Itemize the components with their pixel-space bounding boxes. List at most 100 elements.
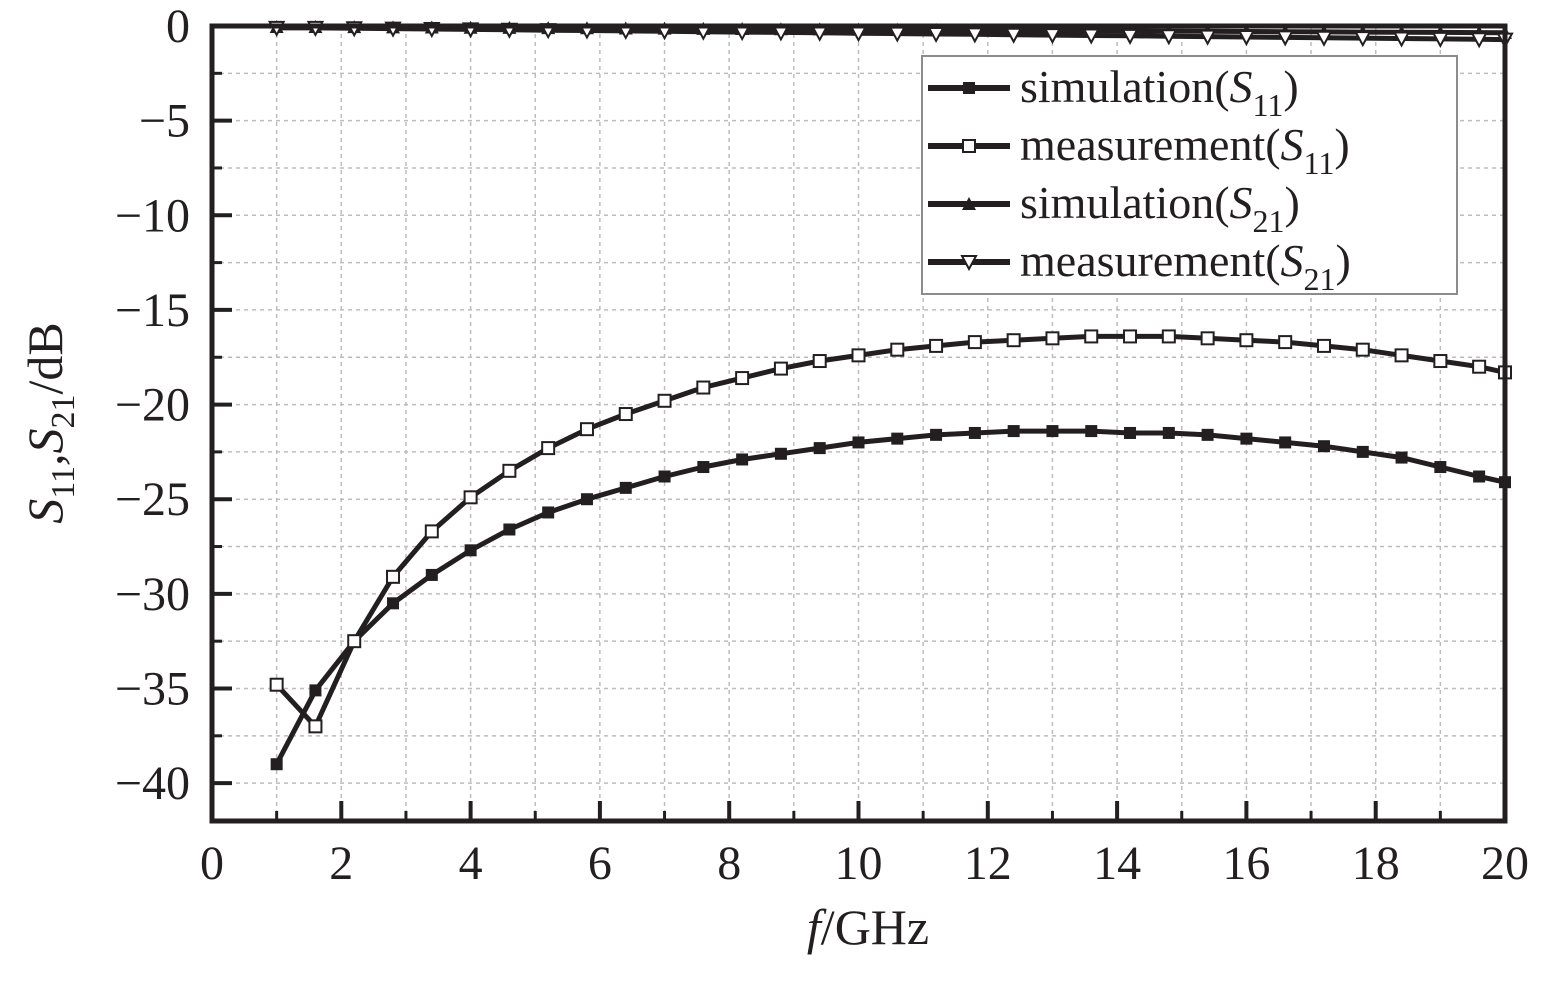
data-point	[1201, 428, 1214, 441]
x-tick-label: 18	[1352, 837, 1400, 890]
tick-labels: 0 2 4 6 8 10 12 14 16 18 20 0 −5 −10 −15 −20 −25 −30 −35 −4…	[115, 0, 1529, 890]
data-point	[503, 523, 516, 536]
data-point	[1392, 31, 1411, 48]
data-point	[464, 544, 477, 557]
data-point	[968, 426, 981, 439]
y-axis-label-unit: /dB	[17, 322, 73, 394]
data-point	[1161, 329, 1176, 344]
data-point	[1043, 28, 1062, 45]
data-point	[619, 481, 632, 494]
ticks	[210, 24, 1507, 821]
data-point	[1006, 333, 1021, 348]
y-axis-label-sub-21: 21	[45, 395, 82, 429]
data-point	[1085, 425, 1098, 438]
x-tick-label: 14	[1093, 837, 1141, 890]
legend-label: simulation(S11)	[1020, 61, 1299, 123]
y-tick-label: 0	[166, 0, 190, 53]
legend-entries: simulation(S11)measurement(S11)simulatio…	[928, 61, 1351, 297]
data-point	[1355, 342, 1370, 357]
data-point	[930, 428, 943, 441]
data-point	[463, 490, 478, 505]
legend-marker	[963, 82, 975, 94]
legend-entry: simulation(S21)	[928, 177, 1300, 239]
y-tick-label: −40	[115, 757, 190, 810]
x-tick-label: 16	[1222, 837, 1270, 890]
data-point	[696, 380, 711, 395]
y-axis-label: S11,S21/dB	[17, 322, 82, 524]
x-tick-label: 8	[717, 837, 741, 890]
data-point	[1162, 426, 1175, 439]
data-point	[270, 758, 283, 771]
y-tick-label: −20	[115, 379, 190, 432]
x-tick-label: 0	[200, 837, 224, 890]
data-point	[773, 361, 788, 376]
legend-entry: simulation(S11)	[928, 61, 1299, 123]
data-point	[1431, 31, 1450, 48]
legend-label: measurement(S21)	[1020, 235, 1351, 297]
series-1	[270, 425, 1511, 771]
x-axis-label-unit: /GHz	[821, 899, 929, 955]
y-tick-label: −5	[139, 95, 190, 148]
x-tick-label: 10	[835, 837, 883, 890]
x-tick-label: 6	[588, 837, 612, 890]
legend-entry: measurement(S21)	[928, 235, 1351, 297]
data-point	[542, 506, 555, 519]
data-point	[1007, 425, 1020, 438]
x-tick-label: 20	[1481, 837, 1529, 890]
data-point	[891, 432, 904, 445]
data-point	[852, 436, 865, 449]
y-tick-label: −30	[115, 568, 190, 621]
data-point	[1239, 333, 1254, 348]
data-point	[1315, 30, 1333, 47]
data-point	[736, 453, 749, 466]
x-tick-label: 4	[459, 837, 483, 890]
data-point	[347, 634, 362, 649]
series-2	[269, 329, 1512, 734]
data-point	[579, 422, 594, 437]
y-tick-label: −15	[115, 284, 190, 337]
series-layer	[267, 19, 1514, 771]
legend-label: measurement(S11)	[1020, 119, 1350, 181]
legend-label: simulation(S21)	[1020, 177, 1300, 239]
data-point	[424, 524, 439, 539]
data-point	[1160, 29, 1178, 46]
data-point	[1354, 31, 1372, 48]
y-tick-label: −25	[115, 473, 190, 526]
data-point	[1470, 32, 1488, 49]
data-point	[697, 461, 710, 474]
data-point	[387, 597, 400, 610]
x-tick-label: 2	[329, 837, 353, 890]
data-point	[813, 442, 826, 455]
data-point	[309, 684, 322, 697]
data-point	[967, 335, 982, 350]
legend-marker	[962, 139, 976, 153]
y-axis-label-s: S	[17, 499, 73, 524]
legend-marker	[962, 197, 976, 210]
data-point	[1472, 359, 1487, 374]
data-point	[1395, 451, 1408, 464]
data-point	[929, 338, 944, 353]
data-point	[580, 493, 593, 506]
y-axis-label-s2: ,S	[17, 429, 73, 467]
legend: simulation(S11)measurement(S11)simulatio…	[921, 55, 1458, 297]
data-point	[1473, 470, 1486, 483]
data-point	[1200, 331, 1215, 346]
data-point	[1356, 445, 1369, 458]
data-point	[1394, 348, 1409, 363]
data-point	[541, 441, 556, 456]
data-point	[658, 470, 671, 483]
y-tick-label: −10	[115, 189, 190, 242]
data-point	[1434, 461, 1447, 474]
data-point	[1237, 29, 1256, 47]
data-point	[1123, 329, 1138, 344]
data-point	[1046, 425, 1059, 438]
legend-marker	[960, 255, 978, 272]
data-point	[1045, 331, 1060, 346]
data-point	[1276, 30, 1294, 47]
data-point	[1317, 440, 1330, 453]
legend-entry: measurement(S11)	[928, 119, 1350, 181]
data-point	[1004, 27, 1023, 44]
data-point	[386, 569, 401, 584]
x-axis-label: f/GHz	[807, 899, 929, 955]
